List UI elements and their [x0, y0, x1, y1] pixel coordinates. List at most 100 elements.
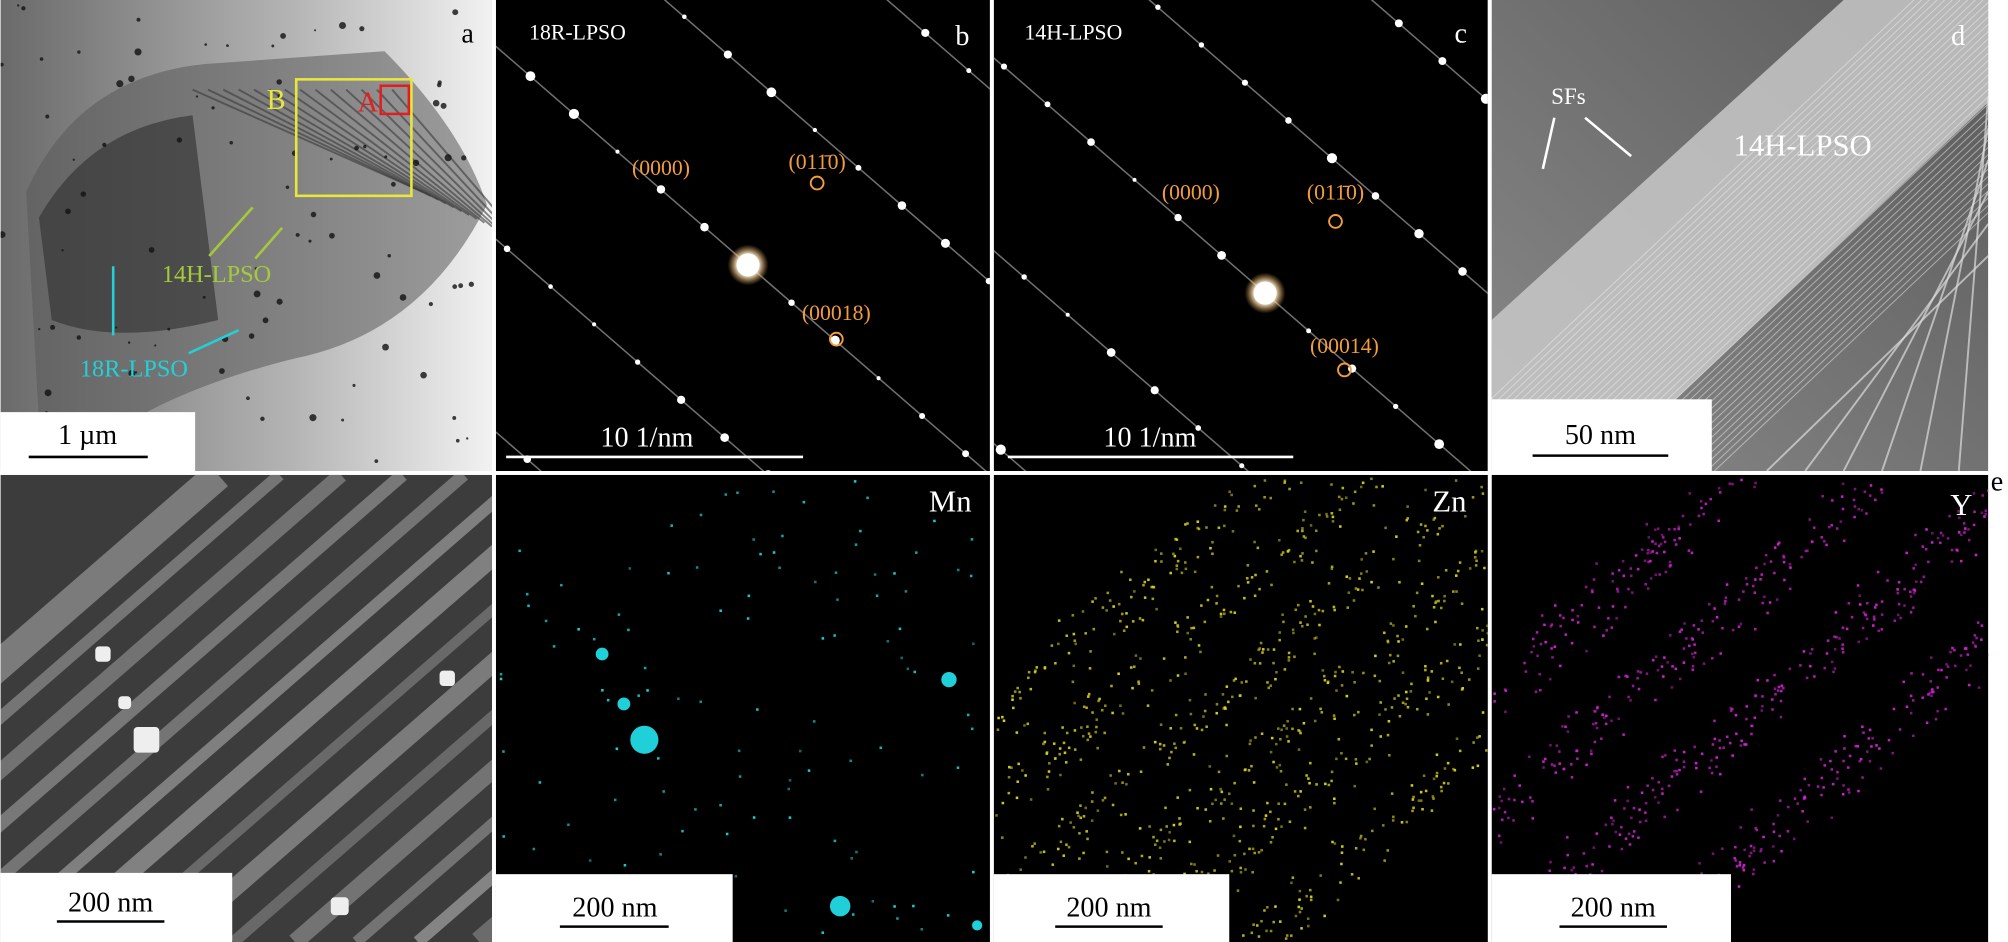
pixel [1311, 561, 1314, 564]
pixel [499, 677, 503, 681]
pixel [1397, 694, 1400, 697]
spot-label: (00014) [1310, 334, 1379, 358]
pixel [1065, 731, 1069, 735]
pixel [1096, 746, 1099, 750]
particle [72, 158, 75, 161]
fringe [1491, 0, 1938, 421]
pixel [1929, 656, 1933, 659]
pixel [1042, 742, 1045, 746]
particle [0, 62, 4, 67]
pixel [1321, 669, 1325, 672]
particle [295, 232, 300, 237]
pixel [1497, 834, 1501, 838]
pixel [1668, 634, 1672, 637]
region-label: A [358, 87, 379, 118]
pixel [1779, 715, 1783, 719]
pixel [1631, 591, 1634, 594]
pixel [1065, 843, 1068, 846]
fringe [1637, 139, 1989, 471]
pixel [694, 808, 697, 811]
spot [682, 14, 687, 20]
pixel [719, 609, 722, 613]
pixel [1846, 766, 1850, 769]
pixel [1298, 910, 1302, 914]
pixel [1204, 808, 1208, 811]
pixel [1361, 588, 1364, 592]
pixel [1035, 666, 1039, 669]
pixel [1854, 744, 1858, 748]
pixel [1239, 866, 1242, 870]
pixel [1079, 758, 1083, 761]
particle [260, 416, 265, 422]
pixel [851, 913, 855, 916]
pixel [1898, 728, 1902, 731]
pixel [1687, 549, 1691, 552]
pixel [1965, 668, 1968, 672]
pixel [1728, 482, 1732, 485]
lpso-stripe [0, 474, 407, 833]
pixel [1657, 801, 1660, 804]
pixel [1357, 710, 1360, 714]
pixel [1239, 825, 1242, 829]
pixel [1959, 533, 1963, 537]
pixel [1638, 820, 1642, 824]
pixel [1330, 511, 1334, 515]
pixel [1493, 700, 1496, 703]
pixel [1661, 792, 1664, 795]
pixel [1863, 490, 1867, 494]
pixel [1622, 574, 1626, 578]
pixel [1857, 507, 1860, 511]
particle [195, 95, 199, 98]
pixel [1253, 594, 1257, 598]
mn-particle [595, 647, 609, 661]
pixel [1980, 511, 1984, 515]
pixel [1200, 604, 1203, 607]
pixel [752, 816, 756, 819]
pixel [1299, 481, 1303, 485]
pixel [1780, 849, 1783, 853]
pixel [1499, 841, 1503, 844]
pixel [1301, 529, 1304, 533]
pixel [1691, 668, 1695, 672]
pixel [1388, 653, 1392, 657]
pixel [1232, 834, 1236, 838]
pixel [1910, 672, 1913, 675]
pixel [752, 538, 755, 541]
pixel [1651, 788, 1655, 792]
arrows [208, 206, 284, 260]
pixel [1680, 628, 1683, 631]
pixel [1330, 565, 1334, 569]
pixel [1711, 852, 1715, 856]
pixel [1735, 732, 1738, 736]
spot [1371, 192, 1380, 200]
pixel [1314, 636, 1318, 639]
pixel [1939, 541, 1942, 545]
background [495, 0, 990, 471]
pixel [1744, 743, 1748, 746]
pixel [1678, 677, 1682, 681]
pixel [756, 708, 759, 711]
pixel [1274, 742, 1278, 746]
pixel [1021, 769, 1024, 772]
pixel [1802, 797, 1806, 800]
fringe [1491, 0, 1984, 465]
pixel [821, 931, 825, 934]
pixel [1174, 746, 1178, 750]
pixel [1323, 914, 1326, 918]
pixel [1105, 609, 1108, 612]
pixel [1544, 640, 1547, 644]
image-panel [0, 0, 493, 471]
pixel [1833, 635, 1836, 639]
pixel [1909, 590, 1912, 594]
pixel [1200, 870, 1204, 874]
pixel [1897, 613, 1900, 617]
spot [700, 222, 709, 232]
pixel [1877, 629, 1881, 633]
pixel [1843, 747, 1846, 750]
pixel [1064, 761, 1068, 764]
pixel [643, 666, 647, 670]
pixel [1166, 763, 1170, 766]
pixel [1424, 668, 1427, 672]
pixel [1320, 711, 1324, 714]
lamella [284, 88, 470, 216]
